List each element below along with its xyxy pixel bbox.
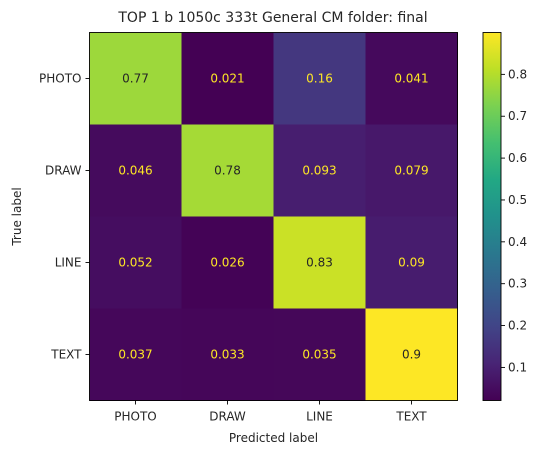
heatmap-cell bbox=[89, 124, 182, 217]
colorbar-ticks: 0.1 0.2 0.3 0.4 0.5 0.6 0.7 0.8 bbox=[501, 67, 527, 374]
heatmap-cell bbox=[273, 308, 366, 401]
cell-value-label: 0.78 bbox=[214, 164, 241, 178]
heatmap-cell bbox=[365, 124, 458, 217]
heatmap-cell bbox=[89, 308, 182, 401]
x-tick-label: DRAW bbox=[209, 410, 246, 424]
heatmap-cell bbox=[181, 32, 274, 125]
cell-value-label: 0.77 bbox=[122, 72, 149, 86]
colorbar-tick-label: 0.5 bbox=[508, 193, 527, 207]
heatmap-cell bbox=[365, 308, 458, 401]
heatmap-cell bbox=[89, 216, 182, 309]
y-tick-label: LINE bbox=[55, 256, 82, 270]
cell-value-label: 0.046 bbox=[118, 164, 152, 178]
cell-value-label: 0.033 bbox=[210, 348, 244, 362]
cell-value-label: 0.052 bbox=[118, 256, 152, 270]
heatmap-cell bbox=[181, 124, 274, 217]
y-axis-ticks: PHOTO DRAW LINE TEXT bbox=[39, 72, 90, 362]
y-axis-label: True label bbox=[10, 187, 24, 246]
colorbar-tick-label: 0.7 bbox=[508, 109, 527, 123]
colorbar-tick-label: 0.8 bbox=[508, 67, 527, 81]
heatmap-cells bbox=[89, 32, 458, 401]
colorbar-tick-label: 0.4 bbox=[508, 235, 527, 249]
cell-value-label: 0.021 bbox=[210, 72, 244, 86]
colorbar-frame bbox=[482, 32, 502, 401]
y-tick-label: PHOTO bbox=[39, 72, 81, 86]
x-axis-ticks: PHOTO DRAW LINE TEXT bbox=[114, 400, 427, 424]
heatmap-cell bbox=[273, 124, 366, 217]
x-tick-label: LINE bbox=[306, 410, 333, 424]
heatmap-cell-labels: 0.77 0.021 0.16 0.041 0.046 0.78 0.093 0.079 0.0… bbox=[118, 72, 428, 362]
heatmap-cell bbox=[273, 32, 366, 125]
cell-value-label: 0.093 bbox=[302, 164, 336, 178]
heatmap-cell bbox=[365, 216, 458, 309]
cell-value-label: 0.041 bbox=[394, 72, 428, 86]
heatmap-cell bbox=[181, 308, 274, 401]
heatmap-cell bbox=[273, 216, 366, 309]
colorbar bbox=[483, 32, 501, 401]
colorbar-tick-label: 0.1 bbox=[508, 360, 527, 374]
cell-value-label: 0.079 bbox=[394, 164, 428, 178]
heatmap-cell bbox=[365, 32, 458, 125]
y-tick-label: DRAW bbox=[45, 164, 82, 178]
heatmap-cell bbox=[89, 32, 182, 125]
cell-value-label: 0.83 bbox=[306, 256, 333, 270]
colorbar-tick-label: 0.6 bbox=[508, 151, 527, 165]
y-tick-label: TEXT bbox=[50, 348, 82, 362]
heatmap-cell bbox=[181, 216, 274, 309]
plot-frame bbox=[89, 32, 458, 401]
x-tick-label: PHOTO bbox=[114, 410, 156, 424]
x-axis-label: Predicted label bbox=[229, 431, 318, 445]
cell-value-label: 0.037 bbox=[118, 348, 152, 362]
cell-value-label: 0.026 bbox=[210, 256, 244, 270]
cell-value-label: 0.035 bbox=[302, 348, 336, 362]
cell-value-label: 0.09 bbox=[398, 256, 425, 270]
cell-value-label: 0.16 bbox=[306, 72, 333, 86]
cell-value-label: 0.9 bbox=[402, 348, 421, 362]
x-tick-label: TEXT bbox=[395, 410, 427, 424]
colorbar-tick-label: 0.3 bbox=[508, 277, 527, 291]
chart-title: TOP 1 b 1050c 333t General CM folder: fi… bbox=[117, 10, 427, 26]
colorbar-tick-label: 0.2 bbox=[508, 319, 527, 333]
